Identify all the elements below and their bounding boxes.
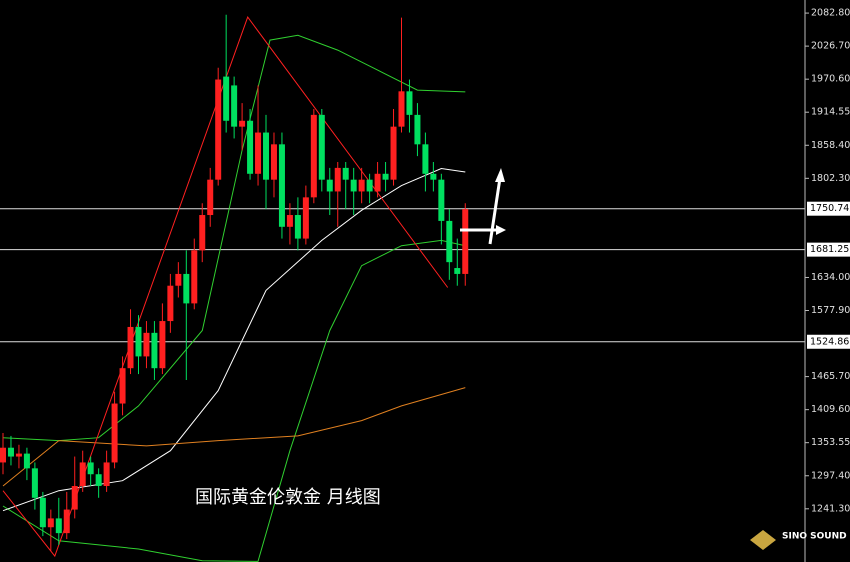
level-label: 1524.86 bbox=[810, 336, 849, 347]
y-tick-label: 1577.90 bbox=[811, 305, 850, 316]
y-tick-label: 2026.70 bbox=[811, 41, 850, 52]
candle-body bbox=[151, 332, 158, 369]
level-label: 1750.74 bbox=[810, 203, 849, 214]
candle-body bbox=[462, 209, 469, 274]
candle-body bbox=[223, 76, 230, 121]
candle-body bbox=[31, 468, 38, 498]
candle-body bbox=[294, 215, 301, 239]
y-tick-label: 1802.30 bbox=[811, 173, 850, 184]
candle-body bbox=[446, 220, 453, 263]
candle-body bbox=[326, 179, 333, 192]
candle-body bbox=[318, 114, 325, 180]
candle-body bbox=[207, 179, 214, 216]
candle-body bbox=[438, 179, 445, 221]
y-tick-label: 1465.70 bbox=[811, 371, 850, 382]
y-tick-label: 1409.60 bbox=[811, 404, 850, 415]
candle-body bbox=[23, 453, 30, 469]
candle-body bbox=[183, 273, 190, 304]
candle-body bbox=[406, 91, 413, 115]
indicator-line bbox=[2, 34, 466, 442]
candle-body bbox=[191, 250, 198, 304]
candle-body bbox=[63, 509, 70, 534]
candle-body bbox=[239, 120, 246, 127]
candle-body bbox=[263, 132, 270, 180]
candle-body bbox=[414, 114, 421, 145]
candle-body bbox=[39, 497, 46, 528]
indicator-line bbox=[2, 387, 466, 487]
candle-body bbox=[342, 167, 349, 180]
candle-body bbox=[247, 120, 254, 174]
candle-body bbox=[231, 85, 238, 127]
candle-body bbox=[270, 144, 277, 180]
candle-body bbox=[310, 114, 317, 198]
candle-body bbox=[87, 462, 94, 475]
candle-body bbox=[135, 326, 142, 357]
candle-body bbox=[255, 132, 262, 174]
level-label: 1681.25 bbox=[810, 244, 849, 255]
candle-body bbox=[47, 518, 54, 528]
y-tick-label: 1914.55 bbox=[811, 107, 850, 118]
level-box bbox=[807, 201, 850, 216]
candle-body bbox=[398, 91, 405, 127]
level-box bbox=[807, 334, 850, 349]
level-box bbox=[807, 242, 850, 257]
candle-body bbox=[7, 447, 14, 457]
candle-body bbox=[71, 486, 78, 510]
candle-body bbox=[55, 518, 62, 534]
brand: SINO SOUND bbox=[782, 532, 847, 542]
indicator-line bbox=[2, 16, 449, 558]
candle-body bbox=[358, 179, 365, 192]
candle-body bbox=[390, 126, 397, 180]
candle-body bbox=[199, 215, 206, 251]
candle-body bbox=[127, 326, 134, 369]
candle-body bbox=[454, 268, 461, 274]
candle-body bbox=[159, 321, 166, 369]
candle-body bbox=[278, 144, 285, 227]
candle-body bbox=[366, 179, 373, 192]
y-tick-label: 2082.80 bbox=[811, 8, 850, 19]
candle-body bbox=[382, 173, 389, 180]
plot-area bbox=[0, 14, 805, 562]
candle-body bbox=[215, 79, 222, 180]
indicator-line bbox=[2, 239, 466, 562]
candle-body bbox=[119, 368, 126, 404]
candle-body bbox=[15, 453, 22, 457]
candle-body bbox=[334, 167, 341, 192]
candle-body bbox=[103, 462, 110, 487]
candle-body bbox=[374, 173, 381, 192]
chart-title: 国际黄金伦敦金 月线图 bbox=[195, 487, 381, 508]
candle-body bbox=[143, 332, 150, 357]
arrows bbox=[460, 168, 506, 245]
candle-body bbox=[302, 197, 309, 239]
candle-body bbox=[167, 285, 174, 322]
y-tick-label: 1634.00 bbox=[811, 272, 850, 283]
candle-body bbox=[286, 215, 293, 227]
candle-body bbox=[175, 273, 182, 286]
logo: SINO SOUND bbox=[750, 530, 847, 550]
candle-body bbox=[0, 447, 6, 463]
y-tick-label: 1297.40 bbox=[811, 470, 850, 481]
candle-body bbox=[422, 144, 429, 174]
candle-body bbox=[430, 173, 437, 180]
y-tick-label: 1353.55 bbox=[811, 437, 850, 448]
candle-body bbox=[79, 462, 86, 487]
candle-body bbox=[350, 179, 357, 192]
candle-body bbox=[95, 474, 102, 487]
y-tick-label: 1970.60 bbox=[811, 74, 850, 85]
candle-body bbox=[111, 403, 118, 463]
y-tick-label: 1241.30 bbox=[811, 503, 850, 514]
y-tick-label: 1858.40 bbox=[811, 140, 850, 151]
